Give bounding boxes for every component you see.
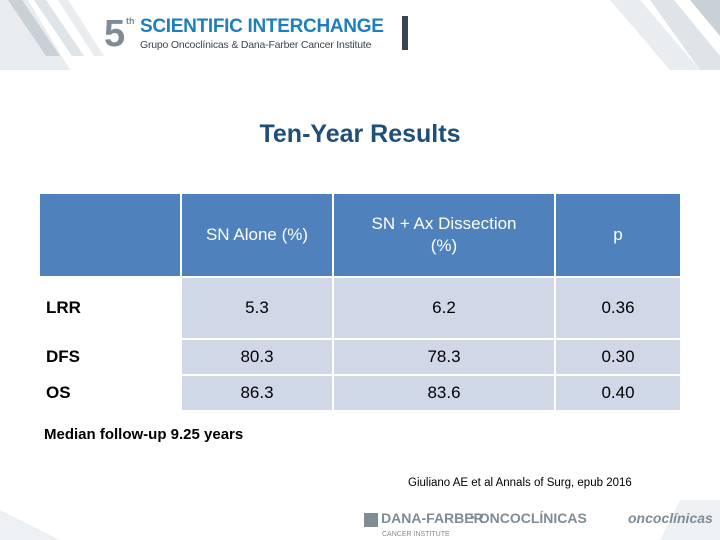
header-cell-empty <box>38 192 182 278</box>
logo-title: SCIENTIFIC INTERCHANGE <box>140 16 384 37</box>
row-label: LRR <box>38 276 182 340</box>
oncoclinicas-mark-icon: ◔ <box>466 510 476 527</box>
slide-title: Ten-Year Results <box>259 120 461 148</box>
dana-farber-mark-icon <box>364 513 378 528</box>
table-cell: 80.3 <box>180 338 334 376</box>
row-label: OS <box>38 374 182 412</box>
header-cell-sn-ax: SN + Ax Dissection (%) <box>332 192 556 278</box>
results-table: SN Alone (%) SN + Ax Dissection (%) p LR… <box>38 192 682 412</box>
table-row: OS 86.3 83.6 0.40 <box>38 374 682 412</box>
table-cell: 5.3 <box>180 276 334 340</box>
table-cell: 0.40 <box>554 374 682 412</box>
grupo-oncoclinicas-logo: oncoclínicas <box>628 510 713 526</box>
dana-farber-logo-sub: CANCER INSTITUTE <box>382 531 450 539</box>
header-cell-p: p <box>554 192 682 278</box>
logo-number: 5 <box>104 13 126 55</box>
citation: Giuliano AE et al Annals of Surg, epub 2… <box>408 477 632 489</box>
grupo-oncoclinicas-logo-text: oncoclínicas <box>628 510 713 526</box>
logo-subtitle: Grupo Oncoclínicas & Dana-Farber Cancer … <box>140 39 372 51</box>
table-cell: 86.3 <box>180 374 334 412</box>
table-cell: 0.36 <box>554 276 682 340</box>
logo-tab <box>402 16 408 50</box>
oncoclinicas-institute-logo: ◔ ONCOCLÍNICAS <box>466 510 587 528</box>
dana-farber-logo-text: DANA-FARBER <box>381 510 484 526</box>
logo-superscript: th <box>126 16 135 26</box>
header-decoration <box>0 0 720 70</box>
table-row: LRR 5.3 6.2 0.36 <box>38 276 682 340</box>
header-cell-sn-ax-text: SN + Ax Dissection (%) <box>371 214 517 255</box>
row-label: DFS <box>38 338 182 376</box>
footnote: Median follow-up 9.25 years <box>44 426 244 443</box>
table-cell: 78.3 <box>332 338 556 376</box>
table-row: DFS 80.3 78.3 0.30 <box>38 338 682 376</box>
table-header-row: SN Alone (%) SN + Ax Dissection (%) p <box>38 192 682 278</box>
header-cell-sn-alone: SN Alone (%) <box>180 192 334 278</box>
footer-decoration <box>0 500 720 540</box>
oncoclinicas-institute-logo-text: ONCOCLÍNICAS <box>478 510 587 526</box>
dana-farber-logo: DANA-FARBER CANCER INSTITUTE <box>364 510 484 539</box>
table-cell: 6.2 <box>332 276 556 340</box>
table-cell: 83.6 <box>332 374 556 412</box>
table-cell: 0.30 <box>554 338 682 376</box>
